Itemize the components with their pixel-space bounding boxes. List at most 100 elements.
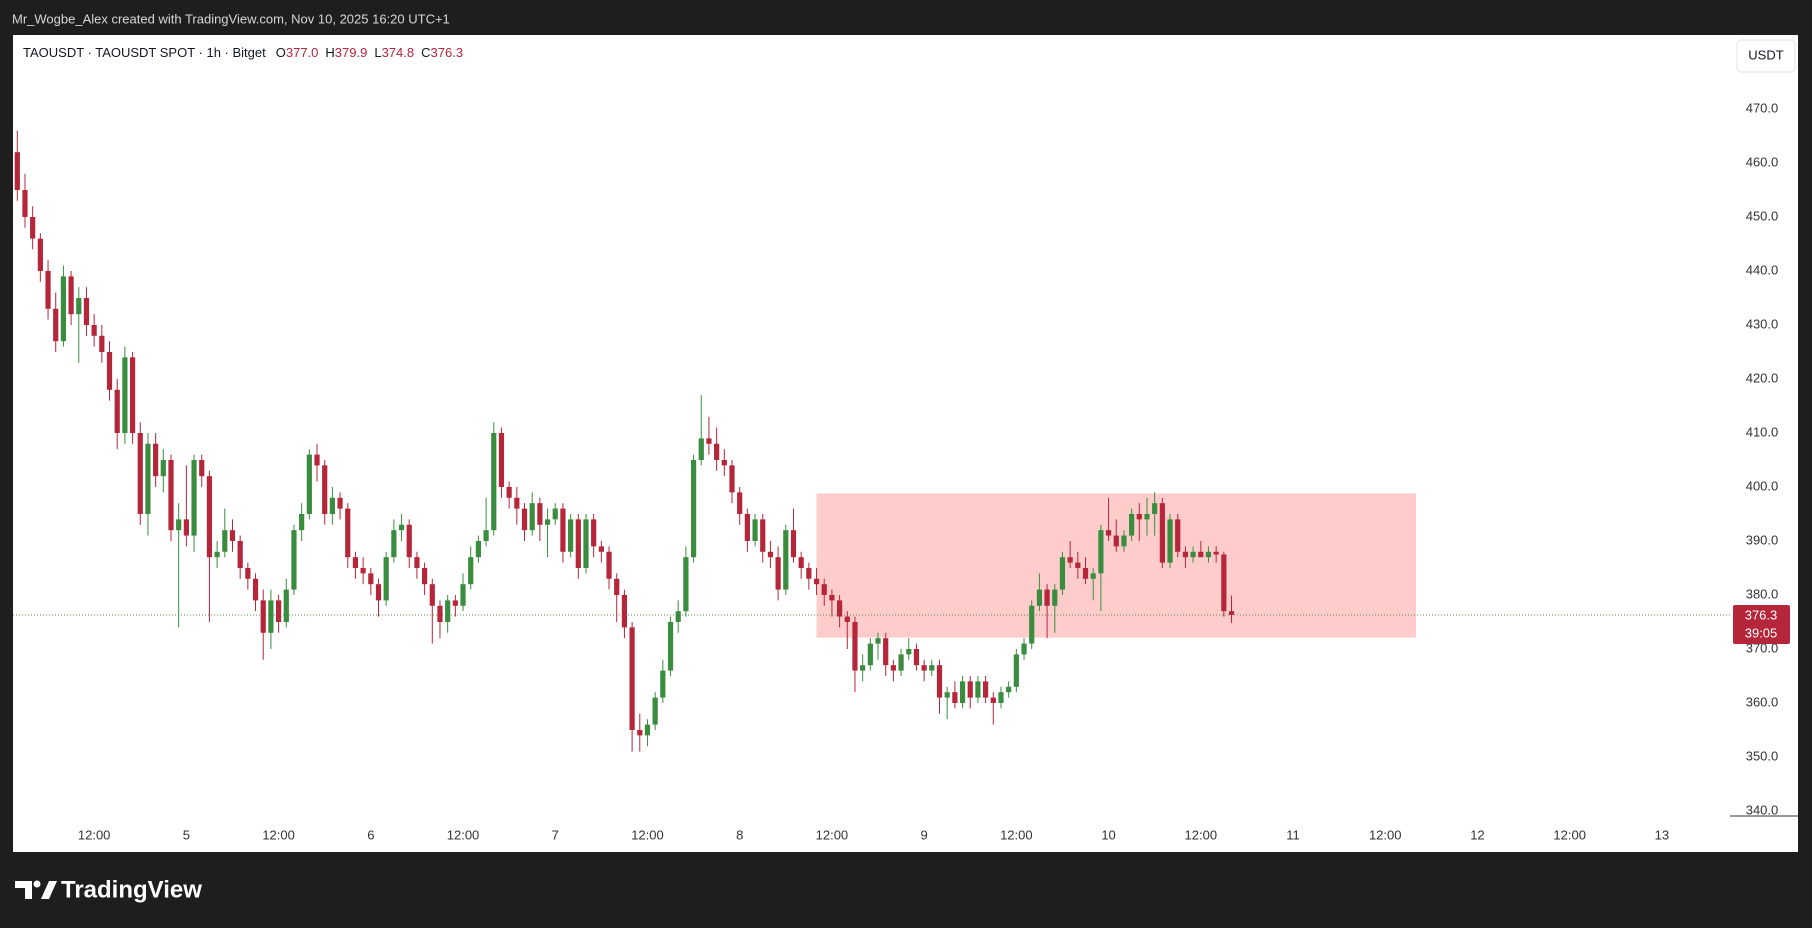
candle-body	[291, 530, 297, 590]
candle-body	[821, 584, 827, 595]
candle-body	[1121, 535, 1127, 547]
candle-body	[698, 438, 704, 460]
candle-body	[183, 519, 189, 536]
candle-body	[445, 600, 451, 622]
candle-body	[514, 497, 520, 509]
candle-body	[836, 600, 843, 617]
candle-body	[560, 508, 566, 552]
candle-body	[153, 443, 159, 477]
candle-body	[145, 443, 151, 514]
currency-label[interactable]: USDT	[1748, 47, 1783, 62]
candle-body	[406, 524, 412, 558]
candle-body	[437, 605, 443, 622]
x-tick-label: 10	[1101, 827, 1115, 842]
candle-body	[729, 465, 735, 493]
candle-body	[429, 584, 435, 606]
candle-body	[783, 530, 789, 590]
currency-button[interactable]	[1736, 39, 1796, 73]
candle-body	[990, 697, 996, 703]
candle-body	[568, 519, 574, 552]
candle-body	[860, 665, 866, 671]
candle-body	[306, 454, 312, 514]
candle-body	[129, 357, 136, 433]
candle-body	[329, 497, 335, 514]
candle-body	[391, 530, 397, 558]
candle-body	[1059, 557, 1066, 590]
price-tag-countdown: 39:05	[1745, 625, 1778, 640]
candle-body	[1090, 573, 1096, 579]
legend-key: L	[374, 45, 381, 60]
candle-body	[637, 729, 643, 736]
candle-body	[106, 351, 113, 390]
candle-body	[1144, 513, 1150, 520]
candle-body	[852, 621, 858, 671]
y-tick-label: 460.0	[1746, 154, 1779, 169]
candle-body	[299, 513, 305, 531]
candle-body	[906, 648, 912, 655]
x-tick-label: 12:00	[631, 827, 664, 842]
candle-body	[913, 648, 920, 666]
candle-body	[14, 152, 20, 190]
y-tick-label: 400.0	[1746, 478, 1779, 493]
candle-body	[706, 438, 712, 444]
y-tick-label: 390.0	[1746, 532, 1779, 547]
candle-body	[1044, 589, 1050, 606]
candle-body	[721, 459, 727, 466]
candle-body	[22, 189, 28, 217]
brand-name: TradingView	[61, 876, 202, 903]
candle-body	[944, 692, 950, 698]
candle-body	[76, 297, 82, 315]
candle-body	[1052, 589, 1058, 606]
zone-rectangle	[816, 493, 1416, 638]
candle-body	[1021, 643, 1027, 655]
x-tick-label: 12:00	[816, 827, 849, 842]
candle-body	[99, 335, 105, 352]
candle-body	[1129, 513, 1135, 536]
candle-body	[598, 546, 604, 552]
candle-body	[383, 557, 389, 601]
candle-body	[1228, 611, 1235, 615]
x-tick-label: 9	[921, 827, 928, 842]
x-tick-label: 12:00	[1369, 827, 1402, 842]
candle-body	[667, 621, 674, 671]
candle-body	[91, 324, 97, 336]
candle-body	[744, 513, 750, 541]
x-tick-label: 12	[1470, 827, 1484, 842]
x-tick-label: 11	[1286, 827, 1300, 842]
candle-body	[952, 692, 958, 703]
candle-body	[199, 459, 205, 477]
x-tick-label: 12:00	[447, 827, 480, 842]
candle-body	[752, 519, 758, 541]
candle-body	[160, 459, 166, 477]
y-tick-label: 470.0	[1746, 100, 1779, 115]
legend-value: 377.0	[286, 45, 319, 60]
logo-mark	[33, 880, 41, 888]
y-tick-label: 370.0	[1746, 640, 1779, 655]
candle-body	[345, 508, 351, 558]
y-tick-label: 340.0	[1746, 802, 1779, 817]
candle-body	[575, 519, 581, 568]
y-tick-label: 360.0	[1746, 694, 1779, 709]
candle-body	[867, 643, 873, 666]
candle-body	[1105, 530, 1112, 536]
candle-body	[583, 519, 589, 568]
candle-body	[337, 497, 343, 509]
candle-body	[483, 530, 489, 541]
x-tick-label: 12:00	[1185, 827, 1218, 842]
candle-body	[1067, 557, 1073, 563]
candle-body	[959, 681, 966, 703]
legend-value: 376.3	[431, 45, 464, 60]
candle-body	[1213, 551, 1219, 555]
candle-body	[1075, 562, 1081, 568]
candle-body	[30, 216, 36, 239]
candle-body	[898, 654, 904, 671]
symbol-name: TAOUSDT · TAOUSDT SPOT · 1h · Bitget	[23, 45, 266, 60]
candle-body	[260, 600, 266, 633]
candle-body	[222, 530, 228, 552]
candle-body	[529, 503, 535, 531]
candle-body	[375, 584, 382, 601]
candle-body	[452, 600, 458, 606]
candle-body	[1029, 605, 1035, 644]
candle-body	[591, 519, 597, 547]
